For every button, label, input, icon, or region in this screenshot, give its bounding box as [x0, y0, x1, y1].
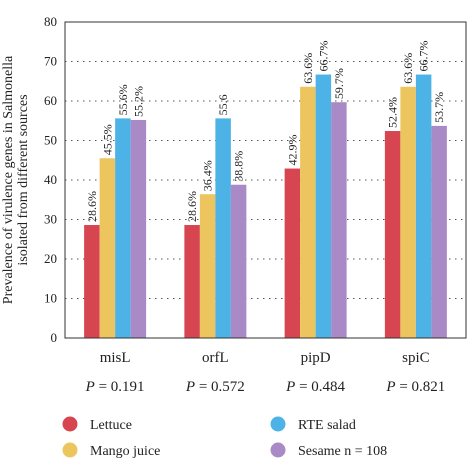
data-label: 66.7%	[316, 41, 330, 72]
y-axis-ticks: 0 10 20 30 40 50 60 70 80	[44, 14, 57, 345]
x-tick-label: spiC	[402, 350, 430, 366]
y-tick-label: 20	[44, 251, 57, 266]
p-value-label: P = 0.821	[385, 379, 445, 395]
y-tick-label: 70	[44, 54, 57, 69]
bar-misL-sesame	[130, 119, 147, 339]
data-label: 28.6%	[85, 191, 99, 222]
p-value-label: P = 0.572	[185, 379, 245, 395]
x-axis-labels: misL P = 0.191 orfL P = 0.572 pipD P = 0.484 s…	[85, 350, 446, 395]
p-value-label: P = 0.484	[285, 379, 345, 395]
bar-orfL-sesame	[230, 184, 247, 338]
bar-pipD-mango	[300, 86, 316, 338]
legend-label: Lettuce	[90, 418, 132, 433]
bar-misL-lettuce	[84, 225, 100, 338]
data-label: 63.6%	[401, 53, 415, 84]
bar-pipD-lettuce	[284, 168, 301, 338]
bar-orfL-mango	[199, 194, 216, 338]
bar-orfL-rte	[215, 118, 231, 338]
y-tick-label: 40	[44, 172, 57, 187]
data-label: 66.7%	[417, 41, 431, 72]
bar-orfL-lettuce	[184, 225, 200, 338]
legend-label: Sesame n = 108	[298, 444, 387, 459]
legend-swatch	[62, 416, 78, 432]
bar-misL-mango	[99, 158, 116, 338]
y-tick-label: 50	[44, 133, 57, 148]
data-label: 55.2%	[131, 86, 145, 117]
bar-spiC-mango	[400, 86, 416, 338]
bar-spiC-rte	[415, 74, 432, 338]
plot-border	[64, 21, 467, 339]
y-tick-label: 10	[44, 291, 57, 306]
x-tick-label: misL	[100, 350, 131, 366]
y-axis-title-line: Prevalence of virulence genes in Salmone…	[1, 55, 16, 304]
data-label: 59.7%	[332, 68, 346, 99]
y-axis-title: Prevalence of virulence genes in Salmone…	[1, 55, 31, 304]
data-label: 53.7%	[432, 92, 446, 123]
bar-pipD-sesame	[331, 102, 347, 338]
bar-spiC-lettuce	[384, 131, 401, 338]
data-label: 36.4%	[201, 160, 215, 191]
plot-frame	[64, 21, 467, 339]
data-label: 55.6	[216, 94, 230, 115]
legend: Lettuce Mango juice RTE salad Sesame n = 10…	[62, 416, 387, 459]
legend-swatch	[62, 442, 78, 458]
bars-group: 28.6%45.5%55.6% 55.2%28.6%36.4%55.638.8%4…	[84, 41, 447, 339]
bar-pipD-rte	[315, 74, 332, 338]
legend-swatch	[270, 442, 286, 458]
x-tick-label: orfL	[202, 350, 229, 366]
data-label: 38.8%	[232, 151, 246, 182]
x-tick-label: pipD	[301, 350, 331, 366]
legend-label: Mango juice	[90, 444, 160, 459]
y-axis-title-line: isolated from different sources	[16, 94, 31, 265]
y-tick-label: 30	[44, 212, 57, 227]
p-value-label: P = 0.191	[85, 379, 145, 395]
data-label: 42.9%	[285, 135, 299, 166]
data-label: 52.4%	[386, 97, 400, 128]
legend-label: RTE salad	[298, 418, 356, 433]
y-tick-label: 80	[44, 14, 57, 29]
data-label: 63.6%	[301, 53, 315, 84]
bar-misL-rte	[115, 118, 131, 338]
data-label: 55.6%	[116, 84, 130, 115]
y-tick-label: 60	[44, 93, 57, 108]
bar-spiC-sesame	[431, 125, 447, 338]
data-label: 45.5%	[100, 124, 114, 155]
legend-swatch	[270, 416, 286, 432]
data-label: 28.6%	[185, 191, 199, 222]
y-tick-label: 0	[51, 330, 58, 345]
